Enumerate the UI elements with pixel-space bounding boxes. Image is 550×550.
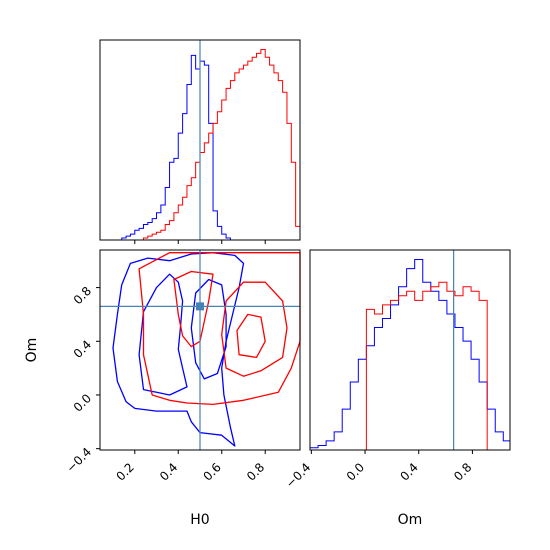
x-tick-label: 0.8	[451, 460, 474, 483]
contour-series-1-level-2	[221, 281, 288, 377]
y-tick-label: 0.4	[71, 337, 94, 360]
contour-series-1-level-0	[138, 252, 301, 406]
panel-frame	[99, 249, 301, 451]
x-tick-label: 0.2	[114, 460, 137, 483]
y-axis-label-om: Om	[24, 338, 40, 363]
x-tick-label: 0.8	[244, 460, 267, 483]
y-tick-label: −0.4	[64, 445, 95, 476]
x-tick-label: 0.4	[397, 460, 420, 483]
panel-frame	[309, 249, 511, 451]
histogram-step-series-0	[309, 259, 511, 450]
histogram-step-series-1	[100, 49, 301, 241]
panel-frame	[99, 39, 301, 241]
x-axis-label-h0: H0	[190, 512, 209, 528]
panel-om-histogram: −0.4 0.0 0.4 0.8 Om	[283, 249, 511, 528]
contour-series-1-level-1	[173, 270, 214, 348]
truth-marker	[196, 302, 204, 311]
contour-series-1-level-3	[236, 313, 266, 359]
panel-joint-contour: 0.2 0.4 0.6 0.8 −0.4 0.0 0.4 0.8 H0 Om	[24, 249, 301, 528]
y-tick-label: 0.8	[71, 284, 94, 307]
panel-h0-histogram	[99, 39, 301, 244]
x-tick-label: −0.4	[283, 460, 314, 491]
x-tick-label: 0.0	[344, 460, 367, 483]
x-tick-label: 0.4	[157, 460, 180, 483]
histogram-step-series-1	[310, 281, 510, 451]
contour-series-0-level-2	[190, 278, 227, 380]
contour-series-0-level-0	[112, 252, 245, 447]
x-axis-label-om: Om	[398, 512, 423, 528]
y-tick-label: 0.0	[71, 391, 94, 414]
x-tick-label: 0.6	[200, 460, 223, 483]
contour-series-0-level-1	[138, 273, 188, 396]
